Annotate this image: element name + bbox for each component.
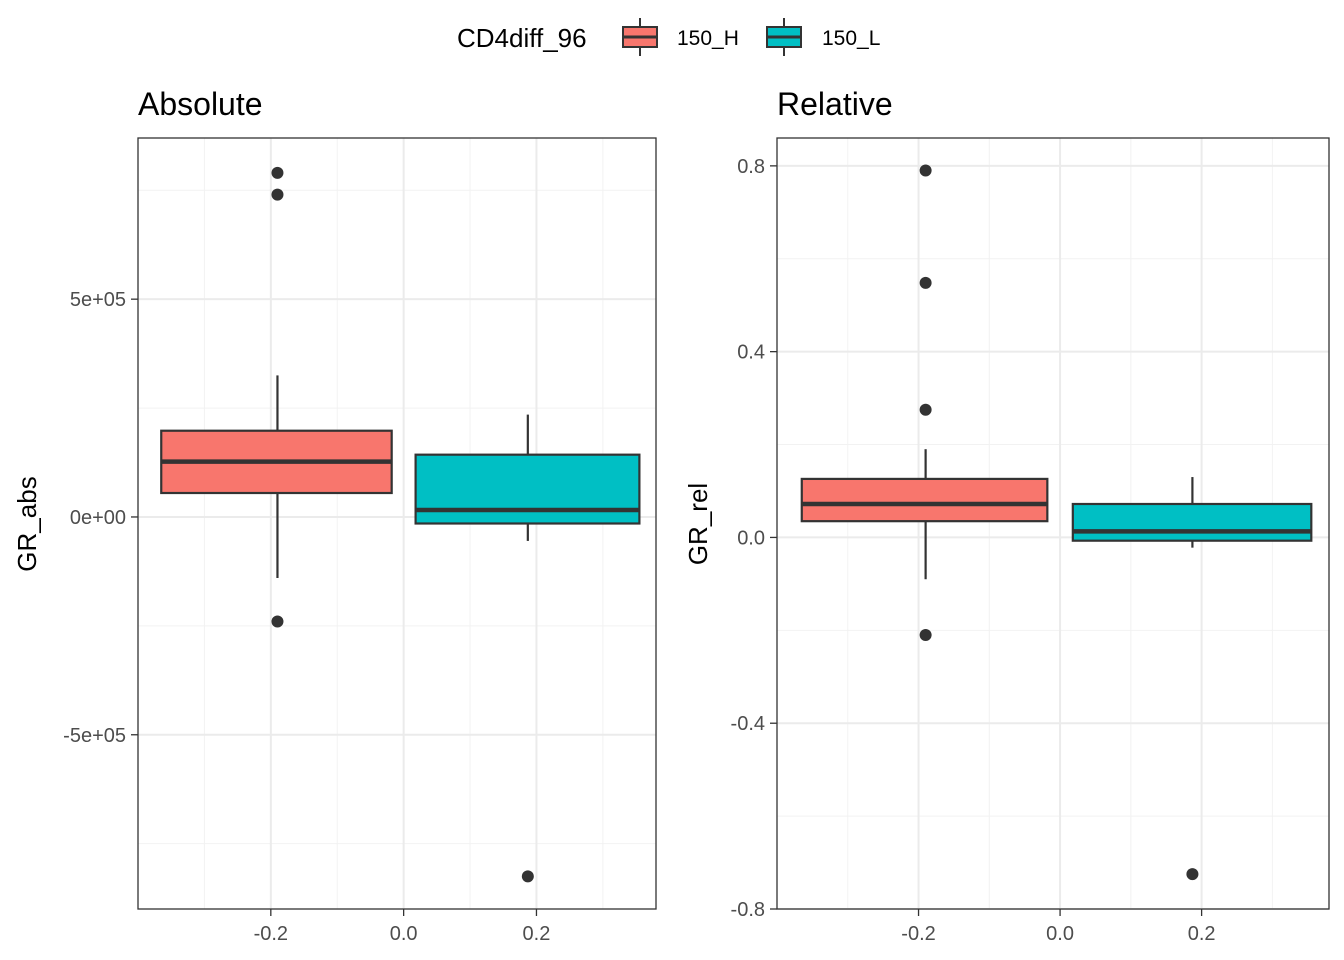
- box-body: [800, 477, 1049, 523]
- y-tick-label: 0e+00: [70, 507, 126, 529]
- legend-label-150-H: 150_H: [677, 27, 739, 50]
- legend-key-150-L: [766, 18, 802, 56]
- panel-relative: Relative GR_rel -0.2 0.0 0.2 0.8 0.4 0.0 -0.4 -…: [683, 86, 1330, 945]
- y-tick-label: 0.0: [737, 527, 765, 549]
- outlier-point: [1186, 868, 1199, 881]
- x-tick-label: 0.0: [390, 923, 418, 945]
- outlier-point: [271, 166, 284, 179]
- y-tick-label: 5e+05: [70, 289, 126, 311]
- y-axis-label-absolute: GR_abs: [12, 476, 42, 571]
- x-tick-label: 0.2: [523, 923, 551, 945]
- y-tick-label: 0.4: [737, 342, 765, 364]
- y-tick-label: -0.8: [731, 899, 765, 921]
- outlier-point: [919, 403, 932, 416]
- outlier-point: [919, 276, 932, 289]
- panel-absolute: Absolute GR_abs -0.2 0.0 0.2 5e+05 0e+00 -5e+…: [12, 86, 657, 945]
- x-tick-label: -0.2: [901, 923, 935, 945]
- legend-title: CD4diff_96: [457, 23, 587, 53]
- outlier-point: [271, 188, 284, 201]
- x-tick-label: 0.0: [1046, 923, 1074, 945]
- panel-frame: [776, 137, 1330, 910]
- y-tick-label: -0.4: [731, 713, 765, 735]
- box-150-l: [414, 414, 641, 883]
- outlier-point: [271, 615, 284, 628]
- y-tick-label: 0.8: [737, 156, 765, 178]
- y-axis-label-relative: GR_rel: [683, 483, 713, 565]
- legend: CD4diff_96 150_H 150_L: [457, 18, 880, 56]
- box-body: [414, 453, 641, 525]
- outlier-point: [919, 164, 932, 177]
- panel-title-absolute: Absolute: [138, 86, 263, 122]
- x-tick-label: -0.2: [254, 923, 288, 945]
- panel-frame: [137, 137, 657, 910]
- outlier-point: [919, 628, 932, 641]
- box-150-h: [800, 164, 1049, 641]
- outlier-point: [521, 870, 534, 883]
- box-body: [1071, 502, 1313, 542]
- box-150-h: [160, 166, 393, 628]
- box-150-l: [1071, 477, 1313, 881]
- panel-title-relative: Relative: [777, 86, 893, 122]
- legend-label-150-L: 150_L: [822, 27, 880, 50]
- x-tick-label: 0.2: [1188, 923, 1216, 945]
- y-tick-label: -5e+05: [63, 725, 126, 747]
- legend-key-150-H: [622, 18, 658, 56]
